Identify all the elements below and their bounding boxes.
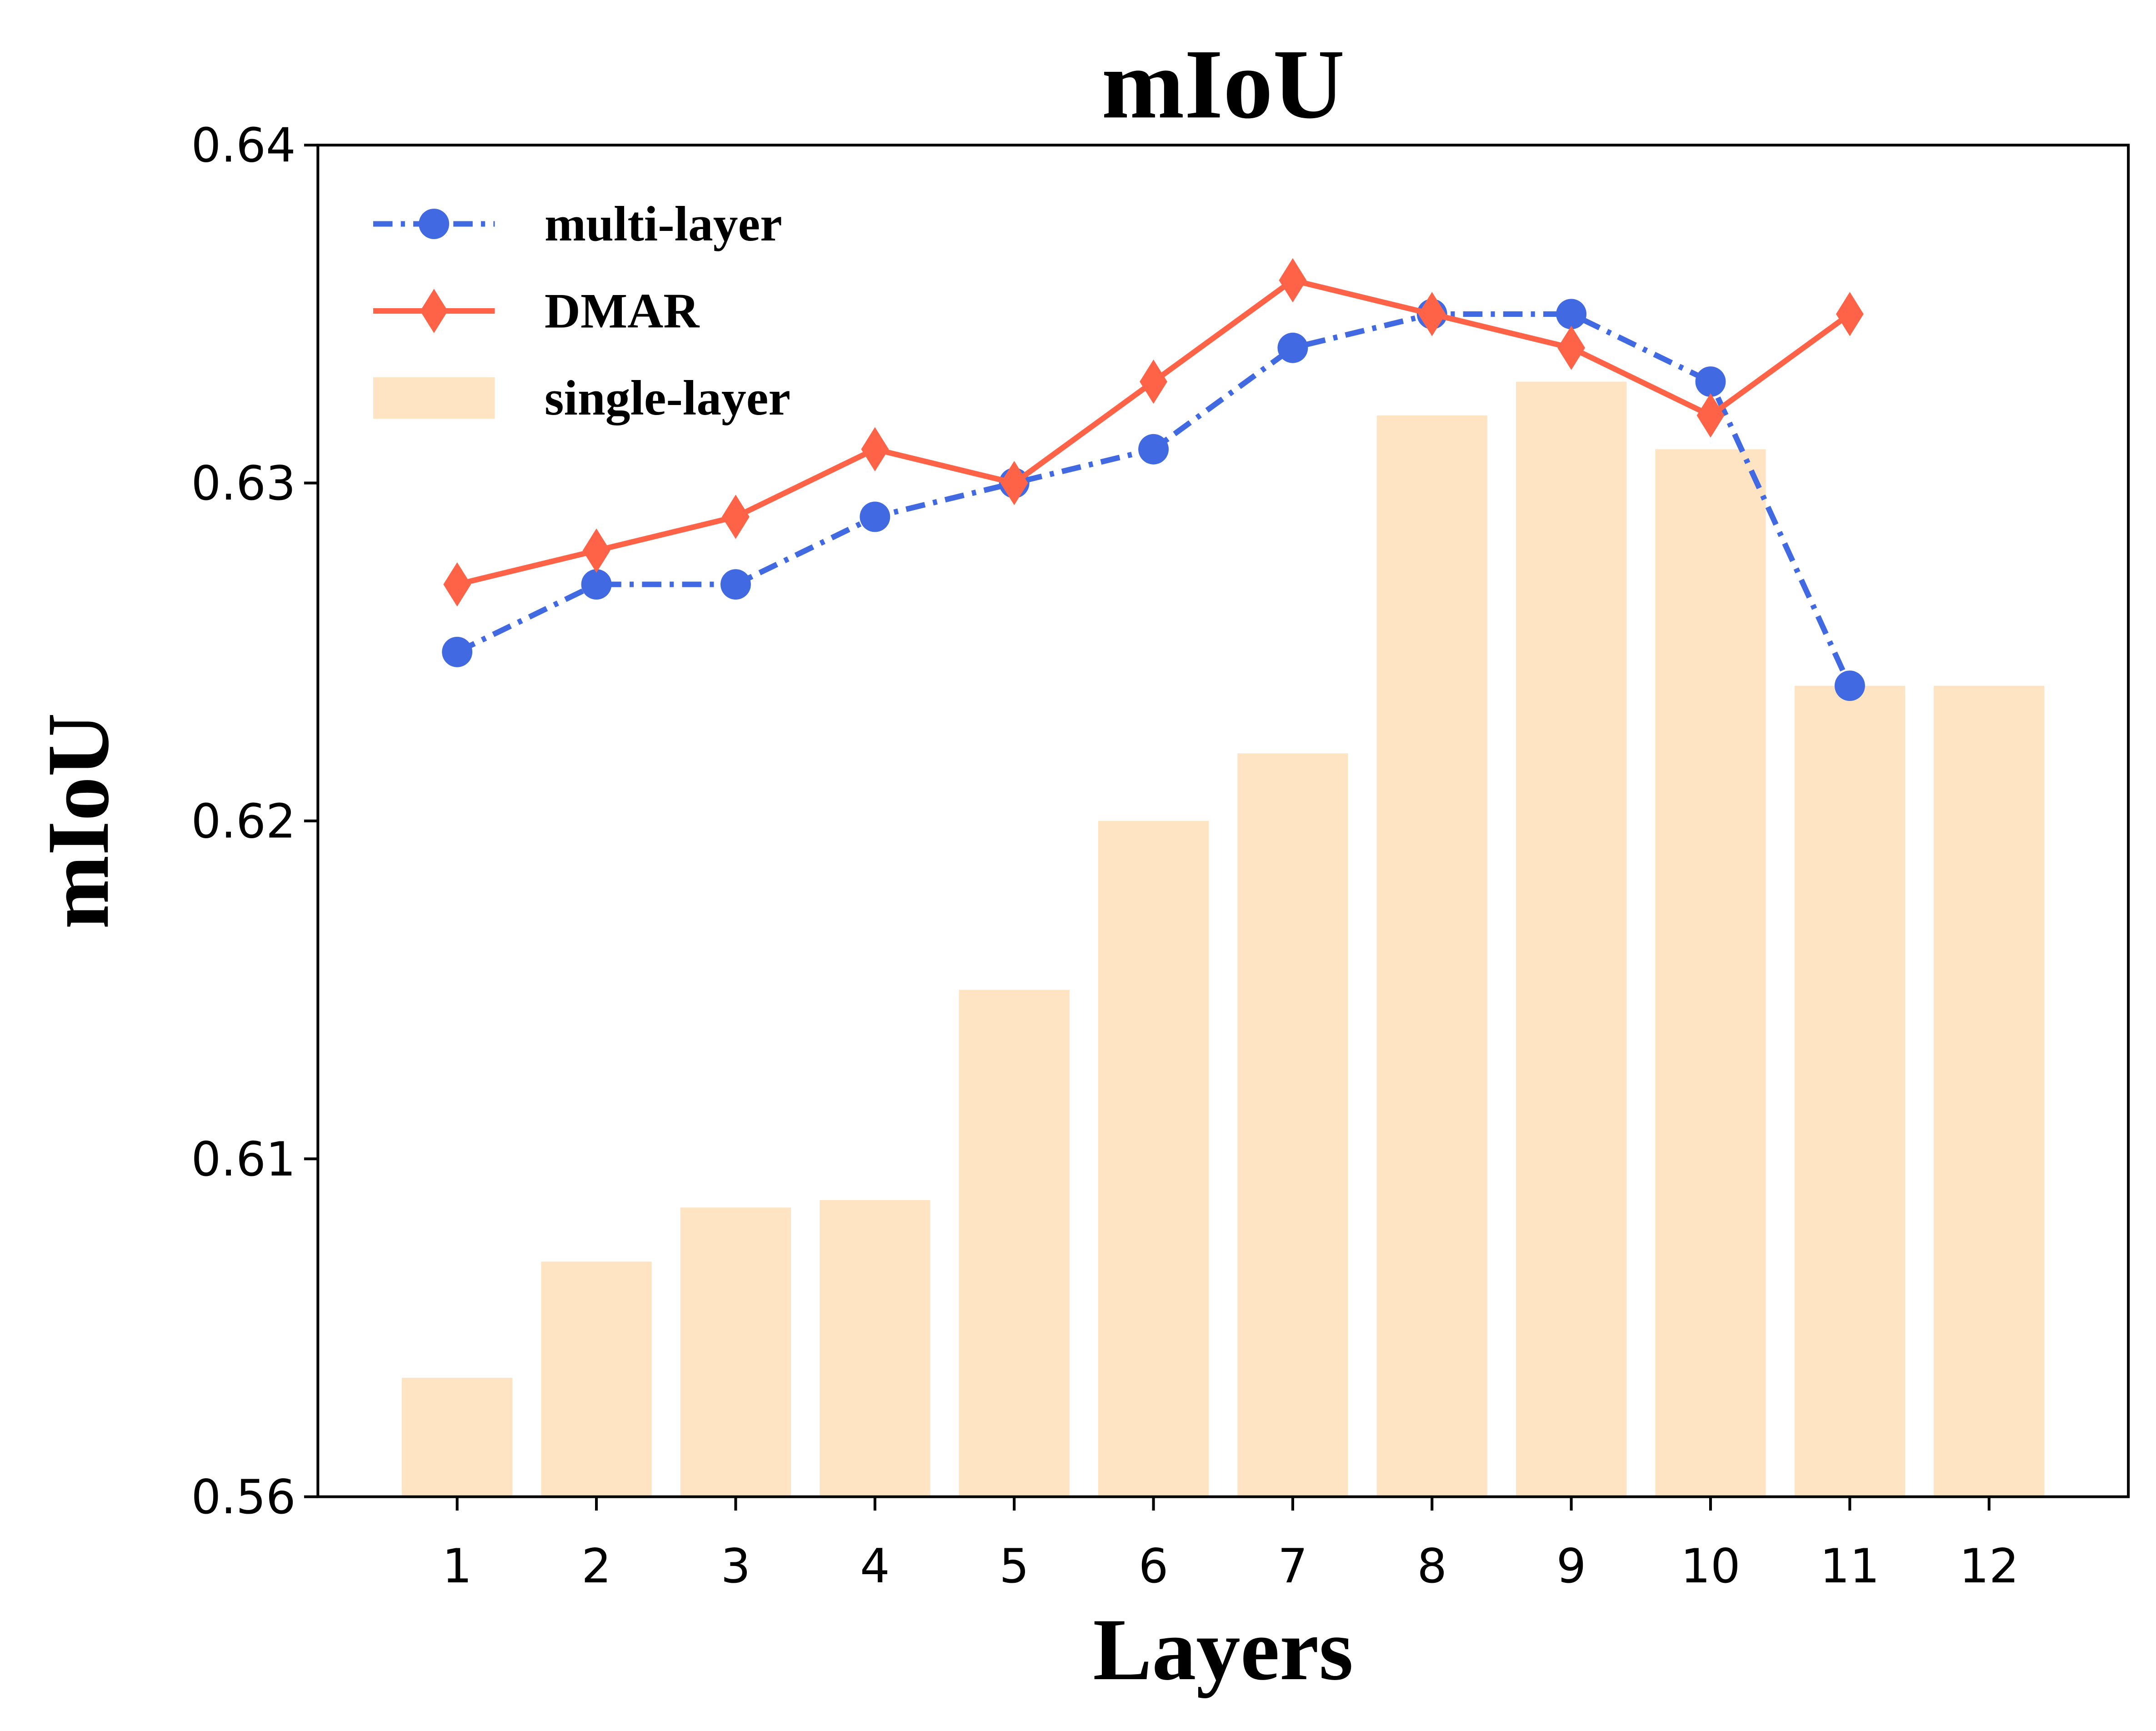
x-axis-label: Layers: [1093, 1601, 1353, 1699]
marker: [1834, 670, 1865, 701]
marker: [1836, 292, 1864, 336]
x-tick-label: 2: [581, 1539, 611, 1594]
marker: [581, 569, 612, 600]
marker: [1140, 359, 1167, 404]
x-tick-label: 10: [1681, 1539, 1741, 1594]
x-tick-label: 11: [1820, 1539, 1880, 1594]
bar: [1098, 820, 1209, 1497]
legend-swatch: [373, 377, 495, 419]
x-tick-label: 8: [1417, 1539, 1447, 1594]
x-tick-label: 4: [860, 1539, 890, 1594]
legend-item: multi-layer: [373, 196, 782, 251]
legend-item: DMAR: [373, 283, 700, 339]
marker: [582, 528, 610, 573]
bar: [1516, 381, 1627, 1497]
legend: multi-layer DMAR single-layer: [373, 196, 790, 425]
bar: [1794, 685, 1906, 1497]
bar: [1237, 753, 1348, 1497]
bar: [1655, 449, 1766, 1497]
bar: [541, 1261, 652, 1497]
bar: [1934, 685, 2045, 1497]
marker: [1138, 434, 1169, 465]
y-tick-label: 0.62: [191, 794, 296, 849]
marker: [1695, 366, 1726, 397]
legend-label: DMAR: [545, 283, 700, 339]
legend-label: multi-layer: [545, 196, 782, 251]
marker: [1556, 299, 1587, 330]
marker: [861, 427, 889, 471]
x-tick-label: 9: [1556, 1539, 1586, 1594]
marker: [1000, 460, 1028, 505]
x-tick-label: 3: [721, 1539, 751, 1594]
y-tick-label: 0.61: [191, 1132, 296, 1187]
bar: [402, 1378, 513, 1497]
marker: [720, 569, 751, 600]
y-axis-label: mIoU: [30, 713, 127, 929]
marker: [1696, 393, 1725, 438]
marker: [860, 501, 890, 532]
marker: [1277, 332, 1308, 363]
x-tick-label: 5: [999, 1539, 1029, 1594]
y-tick-label: 0.64: [191, 119, 296, 173]
marker: [722, 495, 750, 539]
marker: [443, 562, 471, 607]
y-tick-label: 0.56: [191, 1470, 296, 1525]
x-tick-label: 12: [1959, 1539, 2019, 1594]
chart-title: mIoU: [1101, 29, 1345, 139]
marker: [1418, 292, 1446, 336]
bar: [820, 1200, 930, 1497]
legend-item: single-layer: [373, 370, 790, 425]
bar: [680, 1207, 791, 1497]
legend-label: single-layer: [545, 370, 790, 425]
marker: [1557, 325, 1586, 370]
y-tick-label: 0.63: [191, 456, 296, 511]
bar: [959, 990, 1070, 1497]
marker: [419, 209, 450, 239]
x-tick-label: 7: [1278, 1539, 1308, 1594]
marker: [1279, 258, 1307, 303]
bar: [1376, 415, 1487, 1497]
x-tick-label: 6: [1139, 1539, 1169, 1594]
x-tick-label: 1: [442, 1539, 472, 1594]
marker: [420, 289, 448, 333]
marker: [442, 636, 473, 667]
